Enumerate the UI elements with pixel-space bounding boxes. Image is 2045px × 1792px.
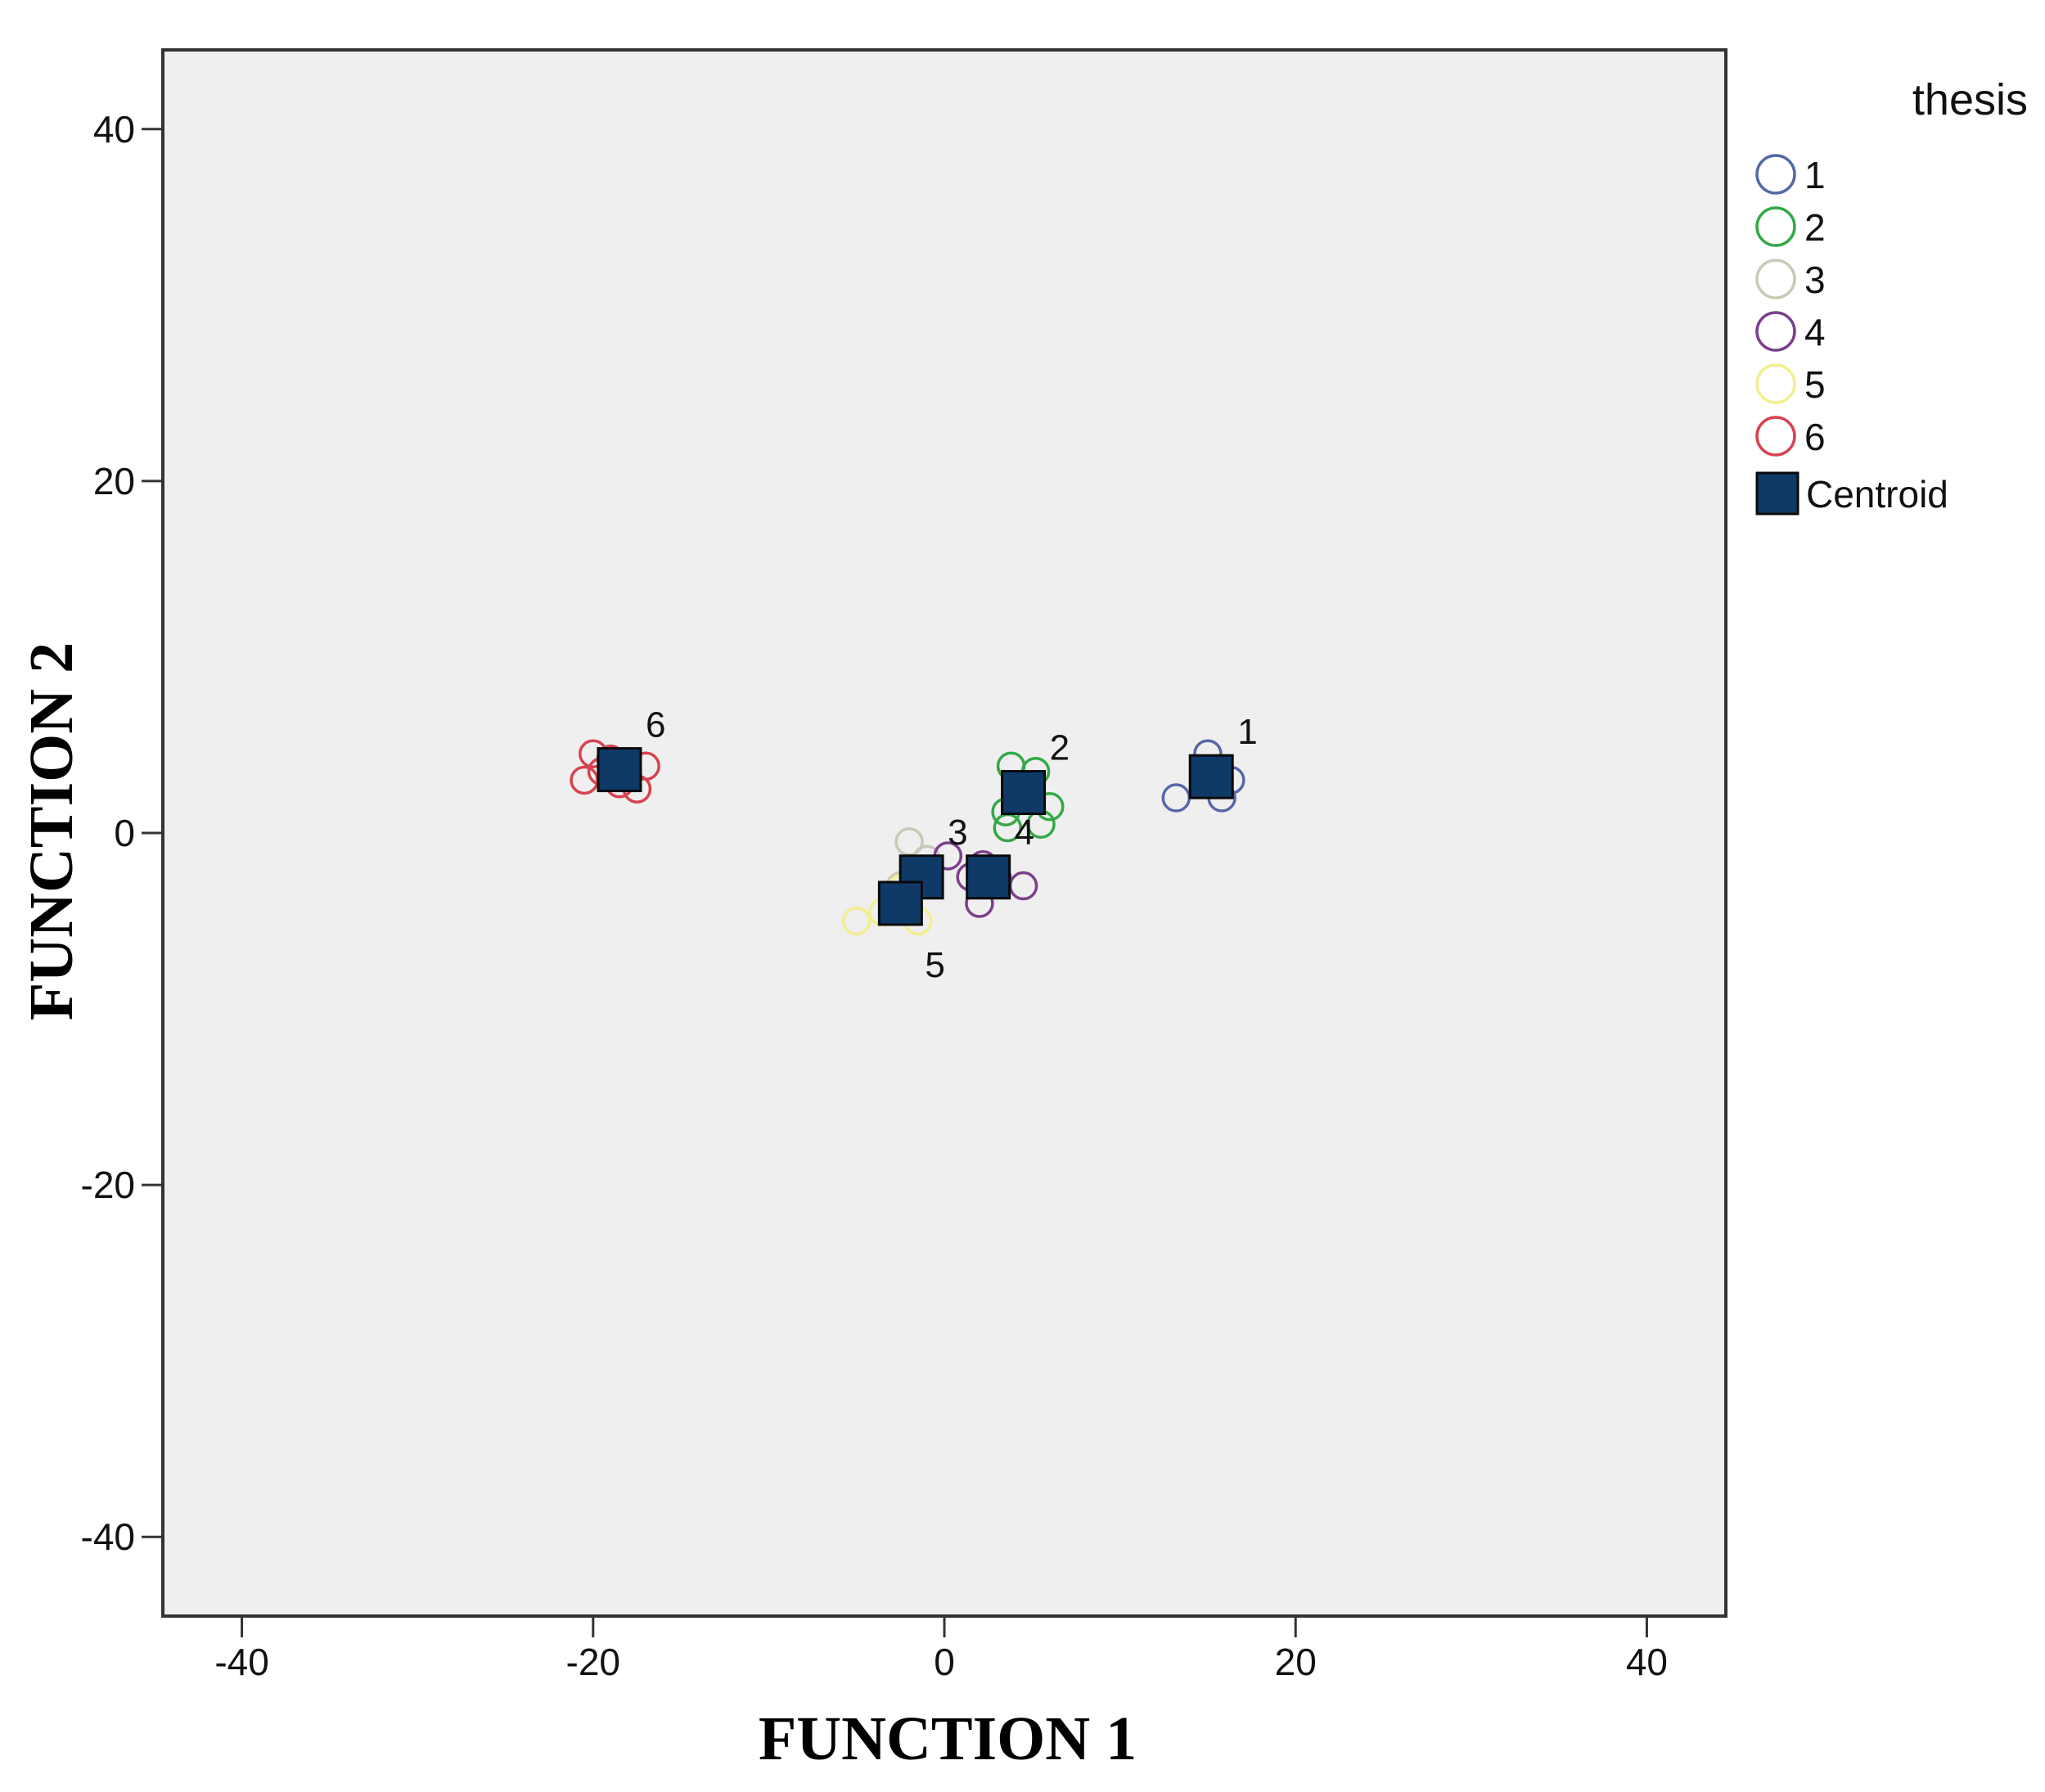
x-tick-label: -20 — [566, 1641, 620, 1683]
point-group-5 — [841, 906, 872, 936]
centroid-marker — [1188, 754, 1234, 799]
legend-marker — [1755, 206, 1796, 247]
legend-label: 5 — [1804, 363, 1826, 406]
x-axis-ticks: -40 -20 0 20 40 — [214, 1616, 1668, 1683]
legend-label: 4 — [1804, 311, 1826, 353]
legend-title: thesis — [1912, 75, 2028, 124]
y-tick-label: -20 — [81, 1164, 135, 1206]
y-tick-label: -40 — [81, 1515, 135, 1558]
legend: thesis 1 2 3 4 5 6 Centroid — [1755, 75, 2028, 516]
legend-label: 3 — [1804, 259, 1826, 301]
y-tick-label: 40 — [93, 108, 135, 151]
legend-label: 1 — [1804, 154, 1826, 196]
y-axis-title: FUNCTION 2 — [17, 642, 86, 1020]
legend-marker — [1755, 363, 1796, 404]
legend-marker — [1755, 311, 1796, 352]
x-tick-label: 20 — [1275, 1641, 1317, 1683]
x-tick-label: 0 — [934, 1641, 955, 1683]
centroid-label: 3 — [948, 813, 967, 853]
centroid-label: 4 — [1015, 813, 1034, 853]
centroid-marker — [966, 854, 1011, 900]
centroid-label: 2 — [1050, 728, 1070, 768]
centroid-label: 5 — [925, 945, 944, 985]
centroid-marker — [877, 880, 923, 926]
x-tick-label: 40 — [1626, 1641, 1668, 1683]
y-tick-label: 0 — [114, 812, 135, 854]
legend-label: 6 — [1804, 416, 1826, 458]
legend-marker — [1755, 416, 1796, 457]
centroid-marker — [1001, 770, 1047, 816]
centroid-marker — [597, 747, 642, 793]
y-axis-ticks: -40 -20 0 20 40 — [81, 108, 163, 1558]
y-tick-label: 20 — [93, 460, 135, 502]
legend-marker — [1755, 154, 1796, 195]
centroid-label: 6 — [646, 705, 665, 745]
centroids: 1 2 3 4 5 6 — [597, 705, 1258, 985]
legend-centroid-marker — [1755, 471, 1800, 516]
plot-area — [161, 48, 1727, 1618]
legend-marker — [1755, 259, 1796, 299]
x-tick-label: -40 — [214, 1641, 268, 1683]
legend-label: 2 — [1804, 206, 1826, 249]
legend-centroid-label: Centroid — [1806, 473, 1948, 516]
x-axis-title: FUNCTION 1 — [759, 1704, 1137, 1773]
centroid-label: 1 — [1237, 712, 1257, 752]
